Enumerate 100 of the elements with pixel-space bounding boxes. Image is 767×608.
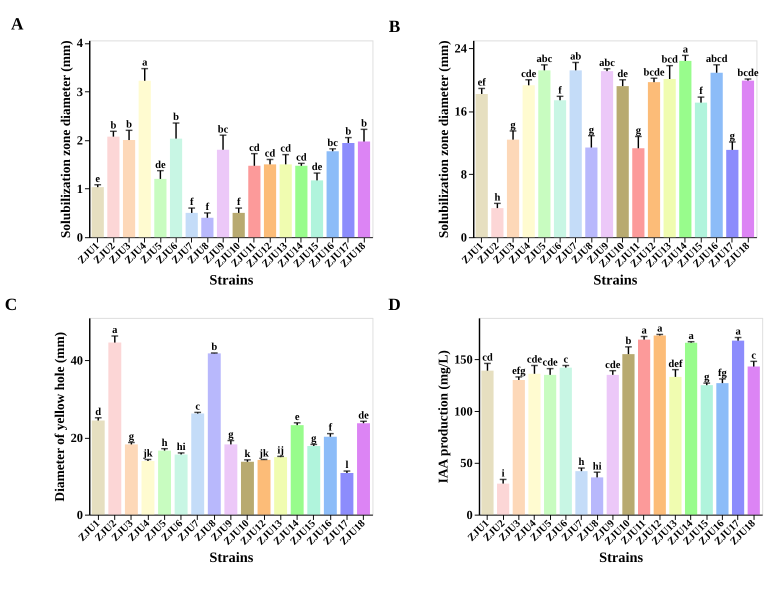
bar — [124, 444, 138, 515]
annotation: a — [735, 326, 742, 338]
annotation: cd — [296, 152, 307, 164]
y-tick-label: 8 — [460, 168, 468, 182]
y-tick-label: 0 — [76, 230, 84, 245]
bar — [154, 178, 166, 238]
y-tick-label: 40 — [70, 354, 84, 368]
x-axis-title: Strains — [599, 550, 644, 566]
bar — [280, 164, 292, 238]
annotation: e — [95, 174, 100, 185]
bar — [122, 140, 136, 238]
annotation: hi — [592, 461, 602, 472]
annotation: f — [558, 85, 562, 96]
bar — [684, 342, 698, 515]
annotation: b — [361, 118, 368, 130]
bar — [170, 138, 182, 238]
annotation: de — [617, 68, 628, 80]
y-tick-label: 0 — [76, 508, 84, 522]
bar — [342, 142, 354, 238]
bar — [92, 187, 104, 238]
annotation: def — [668, 358, 683, 370]
annotation: f — [190, 197, 194, 208]
bar — [248, 166, 260, 238]
y-tick-label: 1 — [76, 182, 84, 196]
annotation: e — [294, 412, 300, 423]
bar — [748, 366, 760, 515]
y-tick-label: 0 — [460, 230, 468, 245]
y-tick-label: 4 — [76, 36, 84, 50]
annotation: a — [641, 326, 648, 337]
y-tick-label: 100 — [454, 404, 473, 418]
annotation: f — [206, 202, 210, 214]
annotation: l — [345, 460, 348, 472]
annotation: h — [162, 438, 168, 449]
annotation: cde — [521, 68, 537, 80]
annotation: bc — [218, 124, 229, 136]
annotation: c — [563, 354, 568, 366]
annotation: cde — [526, 354, 542, 366]
bar — [191, 414, 204, 515]
annotation: f — [699, 86, 704, 98]
bar — [732, 340, 744, 515]
bar — [726, 150, 738, 238]
y-axis-title: Solubilization zone diameter (mm) — [58, 40, 74, 238]
annotation: d — [95, 406, 102, 418]
bar — [522, 85, 535, 238]
annotation: a — [112, 325, 118, 336]
bar — [258, 460, 270, 515]
annotation: cd — [280, 144, 292, 155]
annotation: cd — [264, 148, 276, 160]
annotation: g — [128, 432, 135, 443]
annotation: de — [358, 410, 370, 422]
annotation: b — [345, 126, 352, 138]
annotation: cd — [249, 142, 260, 154]
bar — [512, 380, 525, 515]
bar — [528, 374, 541, 515]
bar — [742, 80, 754, 238]
annotation: cde — [542, 358, 558, 369]
bar — [142, 461, 154, 515]
annotation: h — [578, 457, 585, 468]
bar — [585, 147, 598, 238]
bar — [700, 385, 713, 515]
chart-title: B — [388, 17, 401, 36]
annotation: c — [751, 350, 756, 362]
bar — [710, 72, 723, 238]
annotation: b — [211, 342, 218, 354]
bar — [481, 370, 494, 515]
y-axis-title: IAA production (mg/L) — [435, 350, 450, 484]
annotation: b — [110, 120, 116, 132]
x-axis-title: Strains — [209, 550, 254, 566]
chart-title: D — [388, 295, 401, 314]
bar — [622, 354, 635, 515]
bar — [570, 70, 582, 238]
annotation: jk — [258, 448, 269, 460]
bar — [108, 342, 122, 515]
annotation: g — [704, 372, 710, 384]
bar — [497, 484, 510, 515]
annotation: ef — [478, 78, 486, 89]
y-tick-label: 0 — [466, 508, 473, 522]
annotation: bcde — [643, 67, 665, 78]
annotation: h — [494, 192, 500, 204]
annotation: g — [510, 120, 516, 132]
annotation: g — [588, 124, 595, 136]
y-tick-label: 24 — [454, 42, 468, 56]
bar — [538, 70, 550, 238]
annotation: ij — [277, 446, 284, 457]
bar — [216, 150, 230, 238]
bar — [679, 60, 692, 238]
annotation: f — [328, 422, 333, 434]
annotation: efg — [512, 366, 526, 378]
annotation: bcd — [661, 54, 678, 66]
bar — [632, 148, 644, 238]
annotation: a — [682, 44, 689, 56]
annotation: abcd — [706, 54, 728, 65]
bar — [307, 446, 320, 515]
y-tick-label: 3 — [76, 84, 84, 99]
bar — [324, 436, 337, 515]
bar — [186, 212, 198, 238]
annotation: a — [142, 58, 148, 69]
x-axis-title: Strains — [209, 272, 254, 289]
chart-title: A — [11, 14, 24, 34]
bar — [616, 86, 629, 238]
